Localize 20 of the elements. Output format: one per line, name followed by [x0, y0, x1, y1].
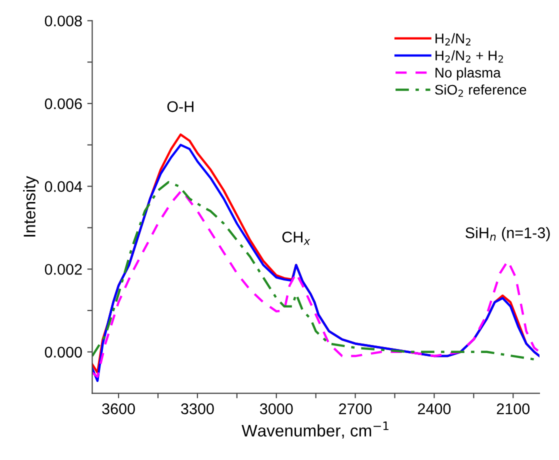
x-tick-label: 3300	[181, 403, 214, 414]
y-tick-label: 0.002	[44, 264, 82, 275]
x-tick-label: 3000	[260, 403, 293, 414]
x-tick-label: 2100	[496, 403, 530, 414]
legend-label: SiO$_{2}$ reference	[435, 84, 526, 97]
y-tick-label: 0.008	[44, 16, 82, 26]
legend-label: H$_{2}$/N$_{2}$ + H$_{2}$	[436, 50, 503, 63]
y-axis-title: Intensity	[23, 176, 39, 236]
legend-label: H$_{2}$/N$_{2}$	[436, 33, 470, 46]
legend-label: No plasma	[436, 67, 501, 80]
annotation: CH$_{x}$	[282, 232, 310, 245]
x-axis-title: Wavenumber, cm$^{−1}$	[242, 422, 388, 439]
y-tick-label: 0.006	[44, 98, 82, 110]
x-tick-label: 2400	[418, 403, 451, 414]
x-tick-label: 2700	[339, 403, 372, 414]
y-tick-label: 0.000	[44, 346, 82, 358]
annotation: O-H	[167, 101, 194, 112]
x-tick-label: 3600	[102, 403, 135, 414]
y-tick-label: 0.004	[44, 181, 82, 192]
annotation: SiH$_{n}$ (n=1-3)	[466, 227, 550, 242]
